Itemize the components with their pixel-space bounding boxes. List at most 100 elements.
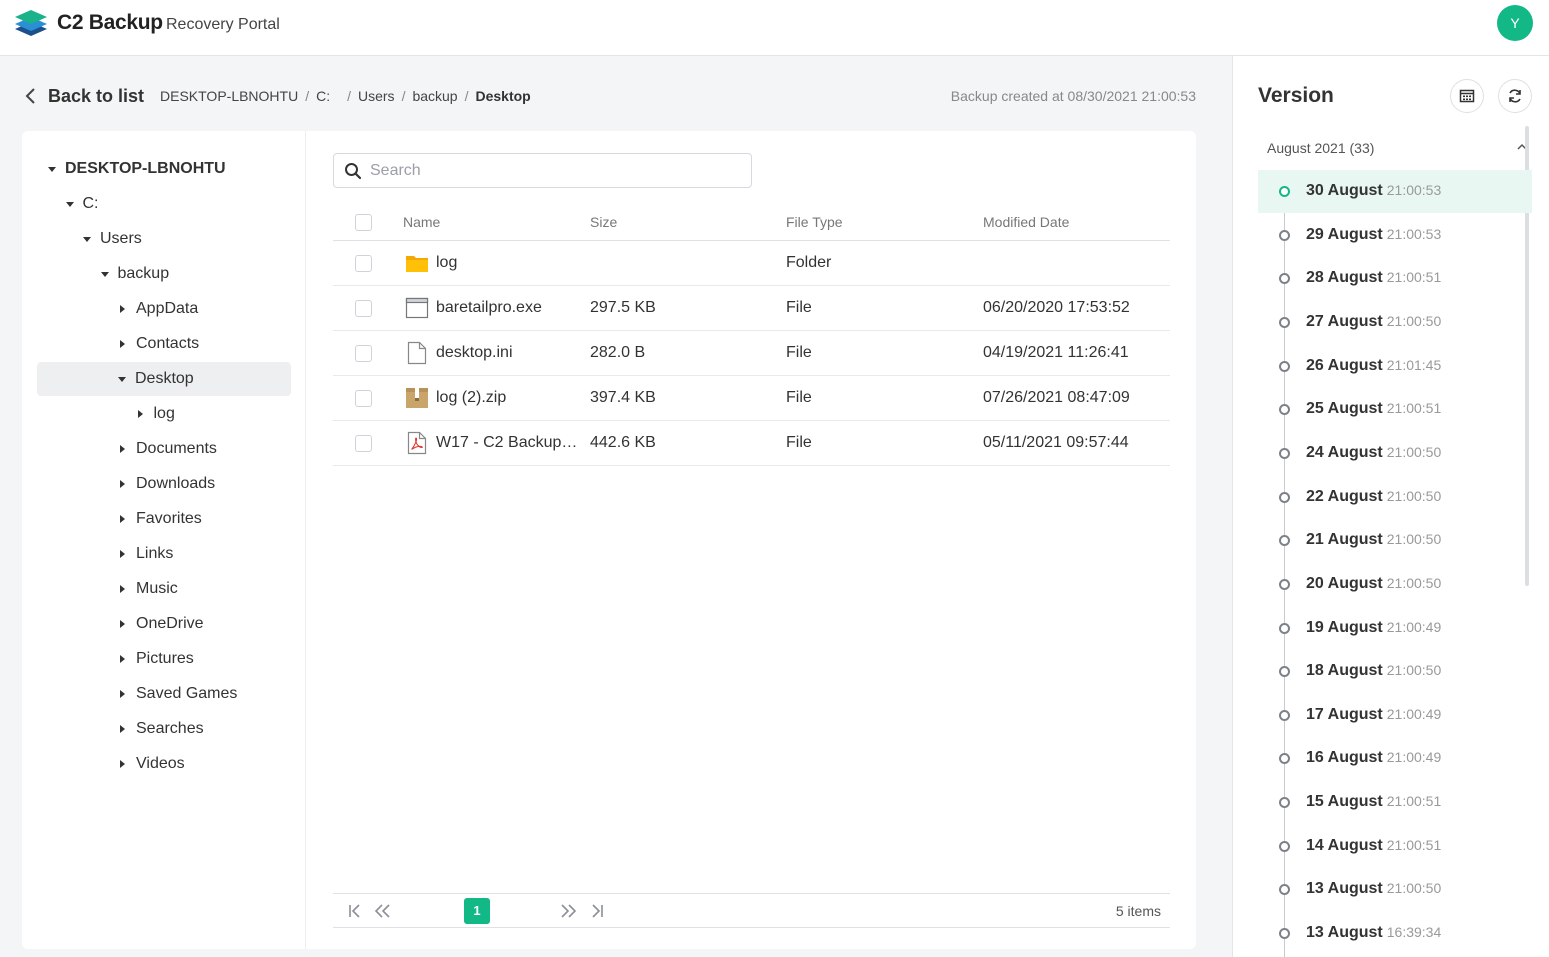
tree-item-onedrive[interactable]: OneDrive xyxy=(118,607,204,641)
version-entry[interactable]: 19 August 21:00:49 xyxy=(1258,607,1532,650)
tree-item-documents[interactable]: Documents xyxy=(118,432,217,466)
version-entry[interactable]: 17 August 21:00:49 xyxy=(1258,694,1532,737)
brand-subtitle: Recovery Portal xyxy=(166,16,280,33)
version-entry[interactable]: 29 August 21:00:53 xyxy=(1258,214,1532,257)
tree-item-log[interactable]: log xyxy=(136,397,175,431)
tree-item-users[interactable]: Users xyxy=(83,222,142,256)
version-day: 22 August xyxy=(1306,487,1383,505)
version-entry[interactable]: 28 August 21:00:51 xyxy=(1258,257,1532,300)
zip-archive-icon xyxy=(406,388,428,408)
tree-item-videos[interactable]: Videos xyxy=(118,747,185,781)
caret-right-icon[interactable] xyxy=(120,480,125,488)
row-checkbox[interactable] xyxy=(355,390,372,407)
column-header-file-type[interactable]: File Type xyxy=(786,214,843,230)
tree-item-appdata[interactable]: AppData xyxy=(118,292,198,326)
version-entry[interactable]: 14 August 21:00:51 xyxy=(1258,825,1532,868)
tree-item-favorites[interactable]: Favorites xyxy=(118,502,202,536)
refresh-button[interactable] xyxy=(1498,79,1532,113)
calendar-button[interactable] xyxy=(1450,79,1484,113)
first-page-icon[interactable] xyxy=(345,901,365,921)
version-day: 24 August xyxy=(1306,443,1383,461)
caret-right-icon[interactable] xyxy=(120,340,125,348)
search-icon xyxy=(345,163,362,180)
caret-right-icon[interactable] xyxy=(120,305,125,313)
caret-right-icon[interactable] xyxy=(120,550,125,558)
version-date: 30 August 21:00:53 xyxy=(1306,182,1441,200)
tree-item-saved-games[interactable]: Saved Games xyxy=(118,677,237,711)
version-entry[interactable]: 25 August 21:00:51 xyxy=(1258,388,1532,431)
table-row[interactable]: desktop.ini 282.0 B File 04/19/2021 11:2… xyxy=(333,331,1170,376)
month-group-header[interactable]: August 2021 (33) xyxy=(1258,132,1535,162)
caret-right-icon[interactable] xyxy=(120,515,125,523)
caret-right-icon[interactable] xyxy=(120,760,125,768)
tree-item-links[interactable]: Links xyxy=(118,537,173,571)
caret-right-icon[interactable] xyxy=(120,585,125,593)
file-size: 397.4 KB xyxy=(590,389,656,406)
breadcrumb-item-drive[interactable]: C: xyxy=(316,88,331,104)
version-entry[interactable]: 15 August 21:00:51 xyxy=(1258,781,1532,824)
next-page-icon[interactable] xyxy=(558,901,578,921)
version-entry[interactable]: 16 August 21:00:49 xyxy=(1258,737,1532,780)
tree-item-downloads[interactable]: Downloads xyxy=(118,467,215,501)
version-entry[interactable]: 24 August 21:00:50 xyxy=(1258,432,1532,475)
version-entry[interactable]: 27 August 21:00:50 xyxy=(1258,301,1532,344)
column-header-size[interactable]: Size xyxy=(590,214,618,230)
tree-item-contacts[interactable]: Contacts xyxy=(118,327,199,361)
tree-item-label: log xyxy=(153,405,175,422)
breadcrumb-item-users[interactable]: Users xyxy=(358,88,395,104)
caret-down-icon[interactable] xyxy=(65,201,74,207)
table-row[interactable]: W17 - C2 Backup… 442.6 KB File 05/11/202… xyxy=(333,421,1170,466)
table-row[interactable]: baretailpro.exe 297.5 KB File 06/20/2020… xyxy=(333,286,1170,331)
version-day: 13 August xyxy=(1306,924,1383,942)
select-all-checkbox[interactable] xyxy=(355,214,372,231)
column-header-name[interactable]: Name xyxy=(403,214,441,230)
version-entry[interactable]: 20 August 21:00:50 xyxy=(1258,563,1532,606)
caret-right-icon[interactable] xyxy=(137,410,143,418)
caret-down-icon[interactable] xyxy=(83,236,91,242)
row-checkbox[interactable] xyxy=(355,255,372,272)
version-entry[interactable]: 13 August 21:00:50 xyxy=(1258,868,1532,911)
caret-right-icon[interactable] xyxy=(120,655,125,663)
page-number-current[interactable]: 1 xyxy=(464,898,490,924)
column-header-modified-date[interactable]: Modified Date xyxy=(983,214,1070,230)
row-checkbox[interactable] xyxy=(355,345,372,362)
version-entry[interactable]: 18 August 21:00:50 xyxy=(1258,650,1532,693)
caret-right-icon[interactable] xyxy=(120,620,125,628)
tree-item-searches[interactable]: Searches xyxy=(118,712,204,746)
version-day: 28 August xyxy=(1306,269,1383,287)
version-entry[interactable]: 30 August 21:00:53 xyxy=(1258,170,1532,213)
version-entry[interactable]: 13 August 16:39:34 xyxy=(1258,912,1532,955)
previous-page-icon[interactable] xyxy=(373,901,393,921)
search-input[interactable] xyxy=(370,160,740,182)
row-checkbox[interactable] xyxy=(355,300,372,317)
caret-down-icon[interactable] xyxy=(118,376,126,382)
tree-item-pictures[interactable]: Pictures xyxy=(118,642,194,676)
version-day: 20 August xyxy=(1306,574,1383,592)
version-entry[interactable]: 22 August 21:00:50 xyxy=(1258,476,1532,519)
breadcrumb-item-backup[interactable]: backup xyxy=(412,88,458,104)
last-page-icon[interactable] xyxy=(587,901,607,921)
version-scrollbar[interactable] xyxy=(1525,126,1529,586)
tree-item-c-[interactable]: C: xyxy=(65,187,99,221)
breadcrumb-item-device[interactable]: DESKTOP-LBNOHTU xyxy=(160,88,299,104)
tree-item-music[interactable]: Music xyxy=(118,572,178,606)
back-to-list-button[interactable]: Back to list xyxy=(22,84,144,108)
timeline-dot-icon xyxy=(1279,186,1290,197)
tree-item-desktop-lbnohtu[interactable]: DESKTOP-LBNOHTU xyxy=(48,152,226,186)
timeline-dot-icon xyxy=(1279,928,1290,940)
tree-item-backup[interactable]: backup xyxy=(100,257,169,291)
caret-down-icon[interactable] xyxy=(100,271,109,277)
caret-right-icon[interactable] xyxy=(120,445,125,453)
table-row[interactable]: log Folder xyxy=(333,241,1170,286)
table-row[interactable]: log (2).zip 397.4 KB File 07/26/2021 08:… xyxy=(333,376,1170,421)
caret-right-icon[interactable] xyxy=(120,690,125,698)
row-checkbox[interactable] xyxy=(355,435,372,452)
user-avatar[interactable]: Y xyxy=(1497,5,1533,41)
caret-down-icon[interactable] xyxy=(48,166,56,172)
caret-right-icon[interactable] xyxy=(120,725,125,733)
tree-item-desktop[interactable]: Desktop xyxy=(37,362,291,396)
version-entry[interactable]: 26 August 21:01:45 xyxy=(1258,345,1532,388)
version-time: 21:00:50 xyxy=(1386,574,1442,591)
version-entry[interactable]: 21 August 21:00:50 xyxy=(1258,519,1532,562)
tree-item-label: Downloads xyxy=(136,475,216,492)
